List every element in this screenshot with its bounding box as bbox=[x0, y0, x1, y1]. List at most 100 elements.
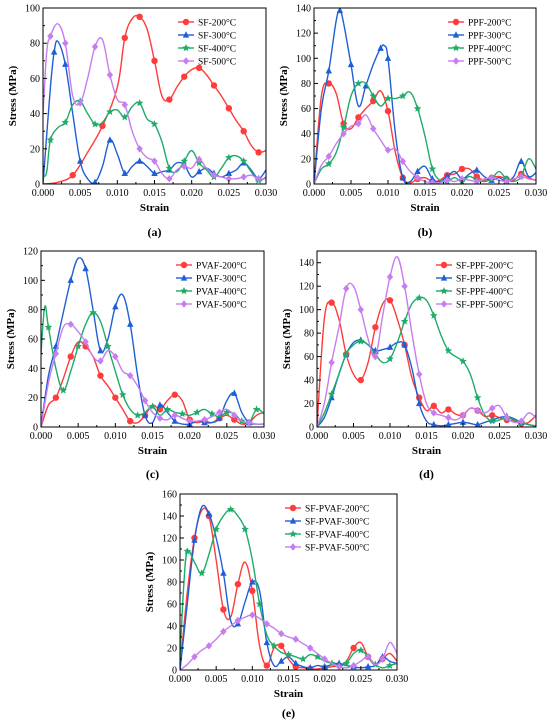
data-point bbox=[231, 389, 238, 396]
series-line bbox=[317, 256, 536, 427]
legend-label: SF-400°C bbox=[198, 44, 236, 55]
data-point bbox=[429, 179, 436, 184]
data-point bbox=[321, 655, 328, 663]
x-tick-label: 0.025 bbox=[218, 188, 241, 199]
data-point bbox=[121, 34, 128, 42]
data-point bbox=[278, 642, 285, 649]
legend: PVAF-200°C PVAF-300°C PVAF-400°C PVAF-500°C bbox=[176, 261, 247, 311]
data-point bbox=[386, 354, 394, 363]
data-point bbox=[226, 505, 235, 513]
data-point bbox=[212, 525, 220, 533]
data-point bbox=[292, 635, 299, 643]
data-point bbox=[325, 152, 332, 161]
data-point bbox=[336, 8, 344, 14]
data-point bbox=[414, 167, 421, 175]
y-tick-label: 140 bbox=[296, 4, 311, 15]
x-tick-label: 0.020 bbox=[451, 188, 474, 199]
data-point bbox=[299, 655, 307, 663]
y-tick-label: 40 bbox=[28, 364, 38, 375]
y-tick-label: 60 bbox=[301, 104, 311, 115]
x-tick-label: 0.000 bbox=[30, 431, 53, 442]
data-point bbox=[135, 99, 144, 107]
data-point bbox=[178, 409, 187, 418]
data-point bbox=[67, 276, 74, 283]
data-point bbox=[518, 172, 525, 181]
data-point bbox=[225, 153, 233, 161]
data-point bbox=[270, 641, 278, 650]
data-point bbox=[342, 659, 351, 667]
x-tick-label: 0.030 bbox=[255, 188, 278, 199]
x-axis-title: Strain bbox=[138, 445, 167, 457]
data-point bbox=[339, 123, 348, 131]
data-point bbox=[430, 420, 437, 427]
legend-marker bbox=[440, 261, 448, 269]
data-point bbox=[127, 371, 134, 380]
panel-label: (e) bbox=[282, 706, 295, 720]
data-point bbox=[503, 177, 510, 184]
x-tick-label: 0.010 bbox=[377, 188, 400, 199]
data-point bbox=[141, 411, 149, 418]
x-tick-label: 0.015 bbox=[141, 431, 164, 442]
legend-label: SF-PVAF-300°C bbox=[305, 517, 369, 528]
data-point bbox=[112, 302, 119, 310]
data-point bbox=[112, 394, 119, 401]
x-tick-label: 0.005 bbox=[69, 188, 92, 199]
x-tick-label: 0.005 bbox=[205, 674, 228, 685]
legend-label: PPF-300°C bbox=[468, 31, 511, 42]
x-tick-label: 0.000 bbox=[303, 188, 326, 199]
legend-marker bbox=[180, 274, 188, 281]
y-tick-label: 80 bbox=[167, 578, 177, 589]
data-point bbox=[445, 406, 452, 413]
data-point bbox=[263, 662, 270, 669]
y-tick-label: 120 bbox=[162, 534, 177, 545]
data-point bbox=[342, 350, 350, 358]
data-point bbox=[127, 417, 134, 425]
y-tick-label: 60 bbox=[30, 74, 40, 85]
y-tick-label: 20 bbox=[301, 154, 311, 165]
x-tick-label: 0.000 bbox=[32, 188, 55, 199]
panel-e-chart: 0.000 0.005 0.010 0.015 0.020 0.025 0.030 0 20 40… bbox=[144, 490, 408, 721]
data-point bbox=[252, 405, 261, 413]
legend-marker bbox=[180, 261, 188, 269]
data-point bbox=[106, 136, 114, 143]
data-point bbox=[210, 171, 218, 179]
data-point bbox=[195, 155, 203, 164]
x-tick-label: 0.025 bbox=[216, 431, 239, 442]
data-point bbox=[234, 581, 242, 588]
x-tick-label: 0.015 bbox=[143, 188, 166, 199]
series-line bbox=[317, 298, 536, 427]
y-tick-label: 40 bbox=[167, 622, 177, 633]
data-point bbox=[459, 411, 467, 419]
data-point bbox=[231, 416, 238, 423]
x-tick-label: 0.020 bbox=[180, 188, 203, 199]
x-tick-label: 0.015 bbox=[277, 674, 300, 685]
x-tick-label: 0.030 bbox=[253, 431, 276, 442]
y-tick-label: 80 bbox=[301, 79, 311, 90]
y-tick-label: 160 bbox=[162, 490, 177, 501]
data-point bbox=[430, 311, 438, 319]
data-point bbox=[335, 663, 343, 670]
data-point bbox=[216, 414, 223, 421]
series-line bbox=[180, 507, 397, 670]
data-point bbox=[197, 569, 206, 577]
data-point bbox=[350, 644, 357, 652]
data-point bbox=[355, 119, 362, 128]
data-point bbox=[91, 43, 99, 51]
data-point bbox=[249, 611, 256, 619]
data-point bbox=[225, 105, 233, 112]
legend-label: PVAF-400°C bbox=[196, 287, 247, 298]
data-point bbox=[327, 390, 336, 398]
data-point bbox=[284, 650, 293, 658]
data-point bbox=[416, 370, 423, 378]
data-point bbox=[384, 54, 392, 61]
legend-marker bbox=[289, 517, 297, 524]
legend-marker bbox=[180, 300, 188, 308]
data-point bbox=[307, 664, 314, 670]
series-line bbox=[180, 614, 397, 670]
data-point bbox=[225, 175, 233, 183]
x-tick-label: 0.030 bbox=[525, 188, 548, 199]
data-point bbox=[369, 92, 377, 100]
data-point bbox=[415, 293, 423, 302]
data-point bbox=[489, 412, 496, 419]
data-point bbox=[191, 653, 198, 661]
